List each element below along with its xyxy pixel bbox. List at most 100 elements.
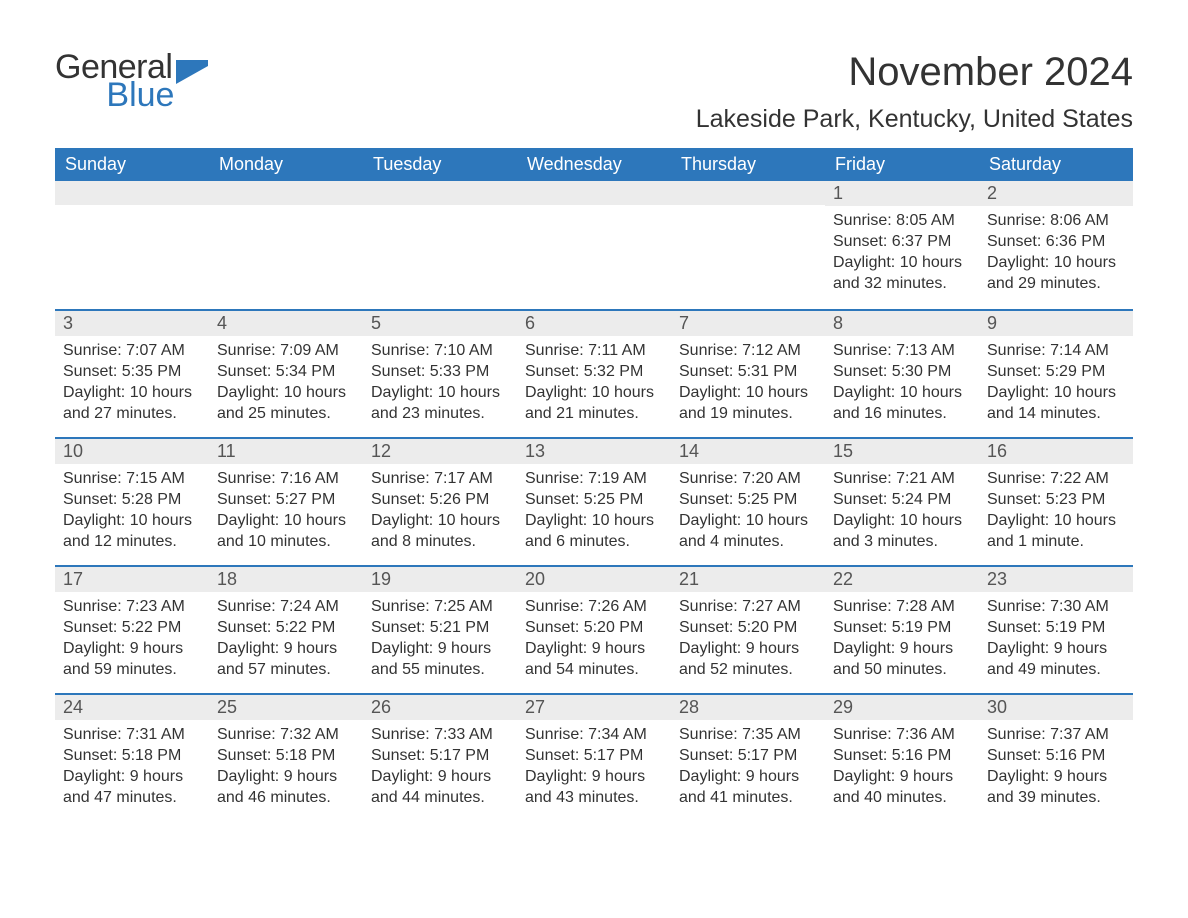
location-subtitle: Lakeside Park, Kentucky, United States bbox=[696, 105, 1133, 134]
daylight-text: Daylight: 10 hours and 10 minutes. bbox=[217, 510, 355, 552]
calendar-header-cell: Wednesday bbox=[517, 148, 671, 181]
day-number bbox=[671, 181, 825, 205]
calendar-day-cell: 28Sunrise: 7:35 AMSunset: 5:17 PMDayligh… bbox=[671, 695, 825, 821]
daylight-text: Daylight: 10 hours and 1 minute. bbox=[987, 510, 1125, 552]
day-number: 23 bbox=[979, 567, 1133, 592]
calendar-day-cell: 22Sunrise: 7:28 AMSunset: 5:19 PMDayligh… bbox=[825, 567, 979, 693]
day-details: Sunrise: 7:19 AMSunset: 5:25 PMDaylight:… bbox=[517, 464, 671, 562]
day-number: 28 bbox=[671, 695, 825, 720]
sunset-text: Sunset: 5:25 PM bbox=[525, 489, 663, 510]
calendar-day-cell: 25Sunrise: 7:32 AMSunset: 5:18 PMDayligh… bbox=[209, 695, 363, 821]
calendar-day-cell: 11Sunrise: 7:16 AMSunset: 5:27 PMDayligh… bbox=[209, 439, 363, 565]
day-details: Sunrise: 7:09 AMSunset: 5:34 PMDaylight:… bbox=[209, 336, 363, 434]
calendar-header-cell: Monday bbox=[209, 148, 363, 181]
sunrise-text: Sunrise: 7:27 AM bbox=[679, 596, 817, 617]
day-number: 19 bbox=[363, 567, 517, 592]
day-number: 24 bbox=[55, 695, 209, 720]
day-details: Sunrise: 7:32 AMSunset: 5:18 PMDaylight:… bbox=[209, 720, 363, 818]
day-number bbox=[55, 181, 209, 205]
calendar-day-cell bbox=[55, 181, 209, 309]
sunrise-text: Sunrise: 7:31 AM bbox=[63, 724, 201, 745]
day-details: Sunrise: 7:27 AMSunset: 5:20 PMDaylight:… bbox=[671, 592, 825, 690]
sunrise-text: Sunrise: 7:14 AM bbox=[987, 340, 1125, 361]
day-details: Sunrise: 7:13 AMSunset: 5:30 PMDaylight:… bbox=[825, 336, 979, 434]
day-number: 30 bbox=[979, 695, 1133, 720]
daylight-text: Daylight: 10 hours and 14 minutes. bbox=[987, 382, 1125, 424]
sunset-text: Sunset: 5:27 PM bbox=[217, 489, 355, 510]
sunrise-text: Sunrise: 7:19 AM bbox=[525, 468, 663, 489]
calendar-day-cell: 15Sunrise: 7:21 AMSunset: 5:24 PMDayligh… bbox=[825, 439, 979, 565]
day-number: 10 bbox=[55, 439, 209, 464]
day-number: 15 bbox=[825, 439, 979, 464]
sunset-text: Sunset: 6:36 PM bbox=[987, 231, 1125, 252]
sunset-text: Sunset: 5:35 PM bbox=[63, 361, 201, 382]
calendar-header-row: SundayMondayTuesdayWednesdayThursdayFrid… bbox=[55, 148, 1133, 181]
day-details: Sunrise: 7:14 AMSunset: 5:29 PMDaylight:… bbox=[979, 336, 1133, 434]
sunrise-text: Sunrise: 7:07 AM bbox=[63, 340, 201, 361]
calendar-body: 1Sunrise: 8:05 AMSunset: 6:37 PMDaylight… bbox=[55, 181, 1133, 821]
brand-logo: General Blue bbox=[55, 50, 208, 112]
sunset-text: Sunset: 5:25 PM bbox=[679, 489, 817, 510]
header-region: General Blue November 2024 Lakeside Park… bbox=[55, 50, 1133, 134]
day-details: Sunrise: 7:28 AMSunset: 5:19 PMDaylight:… bbox=[825, 592, 979, 690]
calendar-day-cell: 19Sunrise: 7:25 AMSunset: 5:21 PMDayligh… bbox=[363, 567, 517, 693]
calendar-day-cell bbox=[517, 181, 671, 309]
daylight-text: Daylight: 10 hours and 27 minutes. bbox=[63, 382, 201, 424]
day-number: 20 bbox=[517, 567, 671, 592]
calendar-day-cell: 26Sunrise: 7:33 AMSunset: 5:17 PMDayligh… bbox=[363, 695, 517, 821]
calendar-day-cell: 6Sunrise: 7:11 AMSunset: 5:32 PMDaylight… bbox=[517, 311, 671, 437]
calendar-week-row: 24Sunrise: 7:31 AMSunset: 5:18 PMDayligh… bbox=[55, 693, 1133, 821]
sunrise-text: Sunrise: 7:15 AM bbox=[63, 468, 201, 489]
day-details: Sunrise: 7:07 AMSunset: 5:35 PMDaylight:… bbox=[55, 336, 209, 434]
calendar-week-row: 17Sunrise: 7:23 AMSunset: 5:22 PMDayligh… bbox=[55, 565, 1133, 693]
daylight-text: Daylight: 9 hours and 46 minutes. bbox=[217, 766, 355, 808]
day-number: 16 bbox=[979, 439, 1133, 464]
sunset-text: Sunset: 6:37 PM bbox=[833, 231, 971, 252]
calendar-week-row: 10Sunrise: 7:15 AMSunset: 5:28 PMDayligh… bbox=[55, 437, 1133, 565]
day-number: 27 bbox=[517, 695, 671, 720]
day-number: 3 bbox=[55, 311, 209, 336]
daylight-text: Daylight: 9 hours and 41 minutes. bbox=[679, 766, 817, 808]
day-details: Sunrise: 7:16 AMSunset: 5:27 PMDaylight:… bbox=[209, 464, 363, 562]
calendar-week-row: 1Sunrise: 8:05 AMSunset: 6:37 PMDaylight… bbox=[55, 181, 1133, 309]
day-number: 11 bbox=[209, 439, 363, 464]
sunset-text: Sunset: 5:17 PM bbox=[525, 745, 663, 766]
daylight-text: Daylight: 9 hours and 55 minutes. bbox=[371, 638, 509, 680]
calendar-day-cell: 27Sunrise: 7:34 AMSunset: 5:17 PMDayligh… bbox=[517, 695, 671, 821]
daylight-text: Daylight: 9 hours and 49 minutes. bbox=[987, 638, 1125, 680]
calendar-day-cell: 13Sunrise: 7:19 AMSunset: 5:25 PMDayligh… bbox=[517, 439, 671, 565]
calendar-day-cell: 1Sunrise: 8:05 AMSunset: 6:37 PMDaylight… bbox=[825, 181, 979, 309]
daylight-text: Daylight: 9 hours and 40 minutes. bbox=[833, 766, 971, 808]
day-details: Sunrise: 7:36 AMSunset: 5:16 PMDaylight:… bbox=[825, 720, 979, 818]
calendar-day-cell: 29Sunrise: 7:36 AMSunset: 5:16 PMDayligh… bbox=[825, 695, 979, 821]
day-details: Sunrise: 8:06 AMSunset: 6:36 PMDaylight:… bbox=[979, 206, 1133, 304]
calendar-header-cell: Friday bbox=[825, 148, 979, 181]
calendar-day-cell: 20Sunrise: 7:26 AMSunset: 5:20 PMDayligh… bbox=[517, 567, 671, 693]
sunrise-text: Sunrise: 7:21 AM bbox=[833, 468, 971, 489]
daylight-text: Daylight: 10 hours and 12 minutes. bbox=[63, 510, 201, 552]
sunrise-text: Sunrise: 7:32 AM bbox=[217, 724, 355, 745]
title-block: November 2024 Lakeside Park, Kentucky, U… bbox=[696, 50, 1133, 134]
calendar-day-cell: 24Sunrise: 7:31 AMSunset: 5:18 PMDayligh… bbox=[55, 695, 209, 821]
sunset-text: Sunset: 5:17 PM bbox=[371, 745, 509, 766]
daylight-text: Daylight: 10 hours and 19 minutes. bbox=[679, 382, 817, 424]
calendar-table: SundayMondayTuesdayWednesdayThursdayFrid… bbox=[55, 148, 1133, 821]
flag-icon bbox=[176, 60, 208, 84]
daylight-text: Daylight: 10 hours and 4 minutes. bbox=[679, 510, 817, 552]
sunrise-text: Sunrise: 7:10 AM bbox=[371, 340, 509, 361]
day-number: 26 bbox=[363, 695, 517, 720]
day-details: Sunrise: 7:10 AMSunset: 5:33 PMDaylight:… bbox=[363, 336, 517, 434]
day-details: Sunrise: 7:35 AMSunset: 5:17 PMDaylight:… bbox=[671, 720, 825, 818]
sunrise-text: Sunrise: 7:17 AM bbox=[371, 468, 509, 489]
sunset-text: Sunset: 5:16 PM bbox=[987, 745, 1125, 766]
sunrise-text: Sunrise: 7:35 AM bbox=[679, 724, 817, 745]
day-number: 6 bbox=[517, 311, 671, 336]
daylight-text: Daylight: 10 hours and 8 minutes. bbox=[371, 510, 509, 552]
daylight-text: Daylight: 10 hours and 21 minutes. bbox=[525, 382, 663, 424]
sunset-text: Sunset: 5:17 PM bbox=[679, 745, 817, 766]
daylight-text: Daylight: 9 hours and 59 minutes. bbox=[63, 638, 201, 680]
day-number: 8 bbox=[825, 311, 979, 336]
day-number: 21 bbox=[671, 567, 825, 592]
day-number bbox=[517, 181, 671, 205]
sunrise-text: Sunrise: 7:09 AM bbox=[217, 340, 355, 361]
